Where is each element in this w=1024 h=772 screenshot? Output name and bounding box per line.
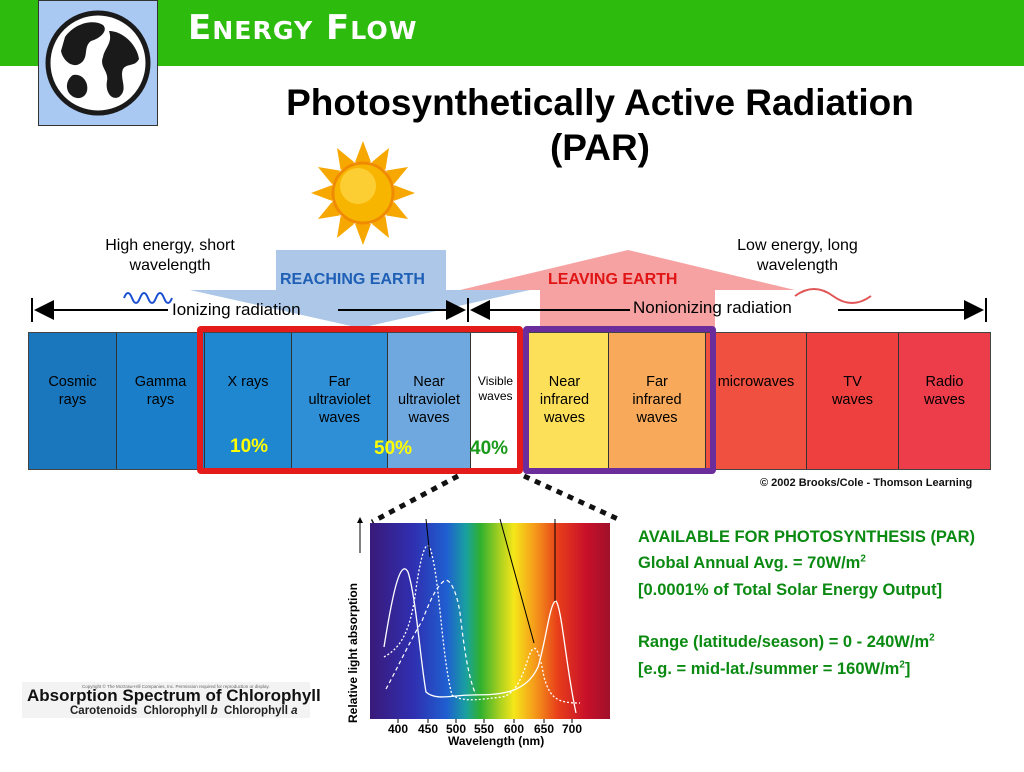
copyright-note: © 2002 Brooks/Cole - Thomson Learning: [760, 477, 973, 489]
band-radio: Radio waves: [899, 333, 990, 469]
absorption-ylabel: Relative light absorption: [346, 583, 360, 723]
x-tick-label: 700: [562, 722, 582, 736]
band-far-ir: Far infrared waves: [609, 333, 706, 469]
absorption-caption: Copyright © The McGraw-Hill Companies, I…: [22, 682, 321, 718]
globe-logo: [38, 0, 158, 126]
leaving-earth-box: [523, 326, 716, 474]
ionizing-label: Ionizing radiation: [172, 300, 301, 319]
page-subtitle: Photosynthetically Active Radiation (PAR): [286, 82, 914, 169]
publisher-note: Copyright © The McGraw-Hill Companies, I…: [82, 684, 270, 689]
pct-near-uv: 50%: [374, 438, 413, 459]
zoom-connectors: [370, 473, 622, 525]
band-far-uv: Far ultraviolet waves: [292, 333, 388, 469]
absorption-graph: Relative light absorption 400 450 500 550 60…: [312, 517, 662, 767]
em-spectrum: Cosmic rays Gamma rays X rays Far ultraviol…: [28, 332, 991, 470]
reaching-earth-label: REACHING EARTH: [280, 271, 425, 288]
reaching-earth-arrow: [190, 250, 530, 328]
par-range: Range (latitude/season) = 0 - 240W/m2: [638, 632, 935, 652]
x-tick-label: 400: [388, 722, 408, 736]
short-wave-icon: [123, 292, 173, 304]
globe-icon: [45, 10, 151, 116]
sun-ray: [311, 185, 332, 201]
leaving-earth-label: LEAVING EARTH: [548, 271, 678, 288]
par-global-avg: Global Annual Avg. = 70W/m2: [638, 553, 866, 573]
band-tv: TV waves: [807, 333, 899, 469]
absorption-title: Absorption Spectrum of Chlorophyll: [27, 686, 321, 705]
pct-xrays: 10%: [230, 436, 269, 457]
pct-visible: 40%: [470, 438, 509, 459]
carotenoids-curve: [385, 579, 477, 696]
absorption-xlabel: Wavelength (nm): [448, 734, 544, 748]
band-visible: Visible waves: [471, 333, 521, 469]
radiation-axis: [31, 288, 987, 322]
chlorophyll-a-curve: [383, 568, 577, 714]
high-energy-label: High energy, short wavelength: [105, 237, 235, 274]
band-gamma: Gamma rays: [117, 333, 205, 469]
long-wave-icon: [794, 288, 872, 304]
par-heading: AVAILABLE FOR PHOTOSYNTHESIS (PAR): [638, 528, 976, 546]
band-near-uv: Near ultraviolet waves: [388, 333, 471, 469]
x-tick-label: 550: [474, 722, 494, 736]
x-tick-label: 600: [504, 722, 524, 736]
absorption-legend: Carotenoids Chlorophyll b Chlorophyll a: [70, 705, 298, 717]
slide-title: ENERGY FLOW: [188, 8, 418, 48]
x-tick-label: 500: [446, 722, 466, 736]
par-info: AVAILABLE FOR PHOTOSYNTHESIS (PAR) Globa…: [638, 524, 1024, 682]
x-tick-label: 650: [534, 722, 554, 736]
x-tick-label: 450: [418, 722, 438, 736]
sun-icon: [311, 141, 415, 245]
band-near-ir: Near infrared waves: [521, 333, 609, 469]
title-bar: [0, 0, 1024, 66]
sun-ray: [394, 185, 415, 201]
chlorophyll-b-curve: [383, 544, 581, 704]
sun-ray: [355, 224, 371, 245]
reaching-earth-box: [197, 326, 523, 474]
low-energy-label: Low energy, long wavelength: [737, 237, 858, 274]
par-example: [e.g. = mid-lat./summer = 160W/m2]: [638, 659, 911, 678]
sun-ray: [355, 141, 371, 162]
band-cosmic: Cosmic rays: [29, 333, 117, 469]
radiation-arrows: [190, 250, 795, 340]
leaving-earth-arrow: [460, 250, 795, 340]
band-microwaves: microwaves: [706, 333, 807, 469]
nonionizing-label: Nonionizing radiation: [633, 298, 792, 317]
par-fraction: [0.0001% of Total Solar Energy Output]: [638, 580, 943, 599]
band-xrays: X rays: [205, 333, 292, 469]
